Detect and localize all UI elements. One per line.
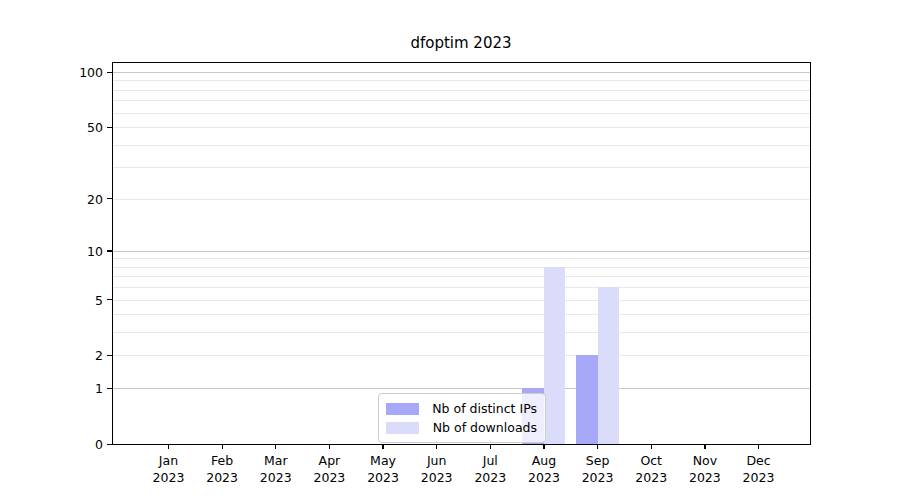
x-tick-mark [704, 444, 705, 449]
x-tick-mark [436, 444, 437, 449]
y-tick-label: 50 [61, 120, 103, 135]
legend-label-downloads: Nb of downloads [427, 420, 537, 435]
legend-swatch-distinct-ips [386, 403, 419, 415]
y-tick-mark [107, 72, 112, 73]
y-tick-mark [107, 198, 112, 199]
major-gridline [113, 251, 810, 252]
x-tick-label: Mar2023 [246, 452, 306, 486]
major-gridline [113, 199, 810, 200]
minor-gridline [113, 258, 810, 259]
major-gridline [113, 72, 810, 73]
y-tick-label: 1 [61, 381, 103, 396]
minor-gridline [113, 287, 810, 288]
x-tick-label: May2023 [353, 452, 413, 486]
y-tick-label: 2 [61, 348, 103, 363]
bar-downloads [598, 287, 620, 444]
x-tick-label: Apr2023 [299, 452, 359, 486]
x-tick-label: Jun2023 [407, 452, 467, 486]
figure: dfoptim 2023 Nb of distinct IPs Nb of do… [0, 0, 900, 500]
y-tick-label: 0 [61, 437, 103, 452]
chart-title: dfoptim 2023 [112, 34, 810, 52]
y-tick-label: 5 [61, 292, 103, 307]
y-tick-mark [107, 388, 112, 389]
minor-gridline [113, 276, 810, 277]
x-tick-mark [382, 444, 383, 449]
minor-gridline [113, 100, 810, 101]
x-tick-mark [651, 444, 652, 449]
minor-gridline [113, 113, 810, 114]
x-tick-mark [758, 444, 759, 449]
x-tick-mark [168, 444, 169, 449]
legend-item-downloads: Nb of downloads [386, 418, 537, 437]
y-tick-label: 20 [61, 191, 103, 206]
minor-gridline [113, 90, 810, 91]
x-tick-mark [490, 444, 491, 449]
bar-distinct-ips [576, 355, 598, 444]
x-tick-label: Jan2023 [139, 452, 199, 486]
legend-item-distinct-ips: Nb of distinct IPs [386, 399, 537, 418]
y-tick-mark [107, 127, 112, 128]
minor-gridline [113, 167, 810, 168]
x-tick-label: Jul2023 [460, 452, 520, 486]
y-tick-mark [107, 299, 112, 300]
y-tick-mark [107, 444, 112, 445]
bar-downloads [544, 267, 566, 444]
x-tick-label: Nov2023 [675, 452, 735, 486]
x-tick-label: Feb2023 [192, 452, 252, 486]
x-tick-label: Oct2023 [621, 452, 681, 486]
major-gridline [113, 127, 810, 128]
minor-gridline [113, 145, 810, 146]
minor-gridline [113, 267, 810, 268]
x-tick-label: Sep2023 [568, 452, 628, 486]
legend-swatch-downloads [386, 422, 419, 434]
y-tick-label: 10 [61, 243, 103, 258]
x-tick-mark [222, 444, 223, 449]
minor-gridline [113, 80, 810, 81]
major-gridline [113, 388, 810, 389]
x-tick-label: Dec2023 [728, 452, 788, 486]
minor-gridline [113, 332, 810, 333]
major-gridline [113, 355, 810, 356]
y-tick-mark [107, 355, 112, 356]
legend: Nb of distinct IPs Nb of downloads [378, 393, 546, 443]
legend-label-distinct-ips: Nb of distinct IPs [427, 401, 537, 416]
x-tick-mark [329, 444, 330, 449]
x-tick-label: Aug2023 [514, 452, 574, 486]
major-gridline [113, 300, 810, 301]
y-tick-mark [107, 250, 112, 251]
x-tick-mark [543, 444, 544, 449]
x-tick-mark [597, 444, 598, 449]
plot-area: Nb of distinct IPs Nb of downloads 01251… [112, 62, 811, 445]
y-tick-label: 100 [61, 65, 103, 80]
minor-gridline [113, 314, 810, 315]
x-tick-mark [275, 444, 276, 449]
